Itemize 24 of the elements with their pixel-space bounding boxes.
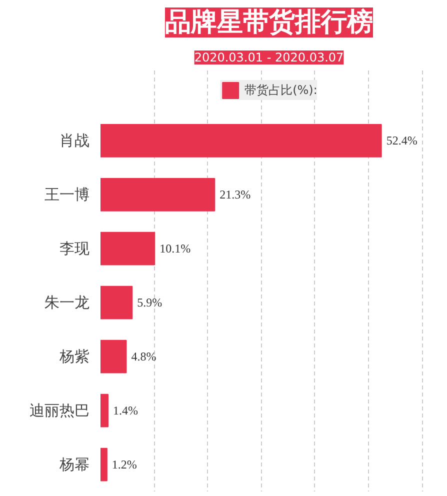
data-label: 5.9% bbox=[137, 296, 162, 310]
legend-label: 带货占比(%): bbox=[244, 82, 318, 98]
chart-subtitle: 2020.03.01 - 2020.03.07 bbox=[194, 50, 344, 64]
y-tick-label: 杨幂 bbox=[58, 456, 90, 474]
data-label: 1.2% bbox=[112, 458, 137, 472]
bar bbox=[100, 232, 156, 266]
bar bbox=[100, 340, 127, 374]
y-tick-label: 王一博 bbox=[44, 186, 90, 204]
bar bbox=[100, 394, 109, 428]
y-tick-label: 杨紫 bbox=[58, 348, 90, 366]
chart-title: 品牌星带货排行榜 bbox=[165, 8, 373, 38]
y-tick-label: 朱一龙 bbox=[44, 294, 90, 312]
bar bbox=[100, 286, 133, 320]
data-label: 4.8% bbox=[131, 350, 156, 364]
data-label: 1.4% bbox=[113, 404, 138, 418]
y-tick-label: 肖战 bbox=[60, 132, 90, 150]
bar bbox=[100, 448, 108, 482]
bar bbox=[100, 124, 382, 158]
y-tick-label: 李现 bbox=[60, 240, 90, 258]
data-label: 52.4% bbox=[386, 134, 418, 148]
data-label: 21.3% bbox=[220, 188, 251, 202]
y-tick-label: 迪丽热巴 bbox=[30, 402, 90, 420]
data-label: 10.1% bbox=[160, 242, 191, 256]
bar bbox=[100, 178, 216, 212]
